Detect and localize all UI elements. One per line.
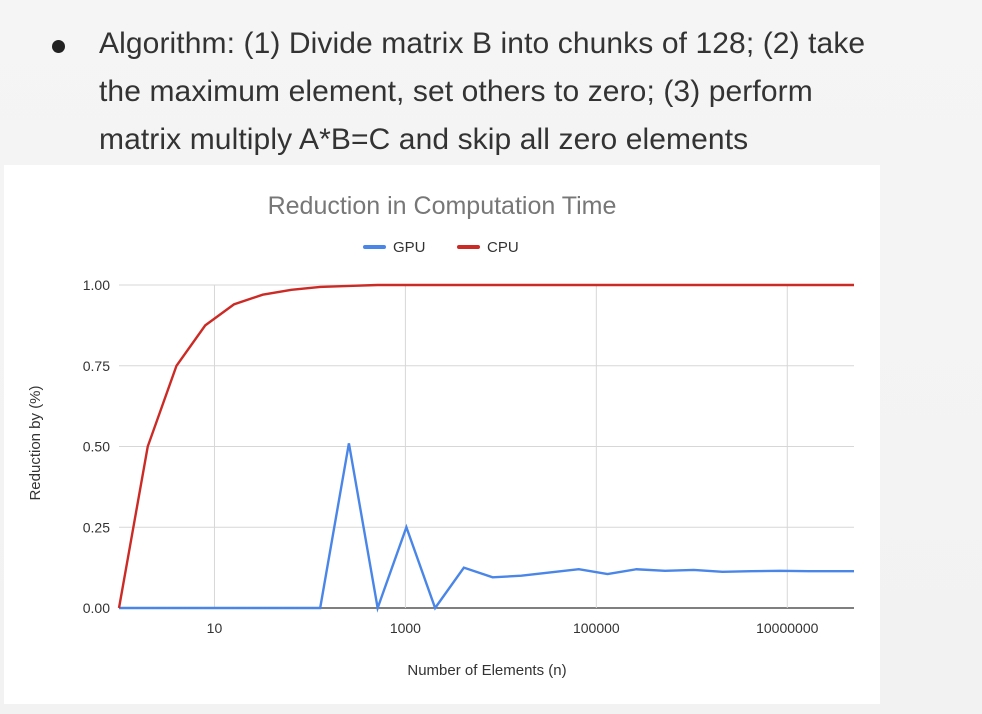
- chart-legend: GPU CPU: [363, 239, 519, 256]
- x-axis-label: Number of Elements (n): [407, 662, 566, 679]
- legend-cpu-label: CPU: [487, 239, 519, 256]
- y-axis-label: Reduction by (%): [27, 385, 44, 500]
- chart-grid: [119, 284, 854, 609]
- algorithm-line-1: Algorithm: (1) Divide matrix B into chun…: [99, 27, 866, 60]
- algorithm-line-3: matrix multiply A*B=C and skip all zero …: [99, 123, 749, 156]
- computation-time-chart: Reduction in Computation Time GPU CPU Re…: [27, 192, 854, 679]
- legend-gpu-label: GPU: [393, 239, 426, 256]
- bullet-icon: [52, 40, 65, 53]
- x-tick-label: 10: [207, 620, 223, 636]
- algorithm-text: Algorithm: (1) Divide matrix B into chun…: [99, 20, 865, 164]
- y-tick-label: 0.00: [83, 600, 110, 616]
- x-tick-label: 10000000: [756, 620, 819, 636]
- y-tick-label: 0.25: [83, 519, 110, 535]
- y-tick-label: 0.75: [83, 358, 110, 374]
- y-tick-label: 0.50: [83, 439, 110, 455]
- x-tick-label: 100000: [573, 620, 620, 636]
- gpu-series-line: [119, 443, 854, 613]
- cpu-series-line: [117, 283, 854, 609]
- chart-title: Reduction in Computation Time: [268, 192, 617, 220]
- computation-time-chart-card: Reduction in Computation Time GPU CPU Re…: [4, 165, 880, 704]
- algorithm-bullet: Algorithm: (1) Divide matrix B into chun…: [52, 20, 952, 164]
- x-tick-label: 1000: [390, 620, 421, 636]
- y-tick-label: 1.00: [83, 277, 110, 293]
- algorithm-line-2: the maximum element, set others to zero;…: [99, 75, 813, 108]
